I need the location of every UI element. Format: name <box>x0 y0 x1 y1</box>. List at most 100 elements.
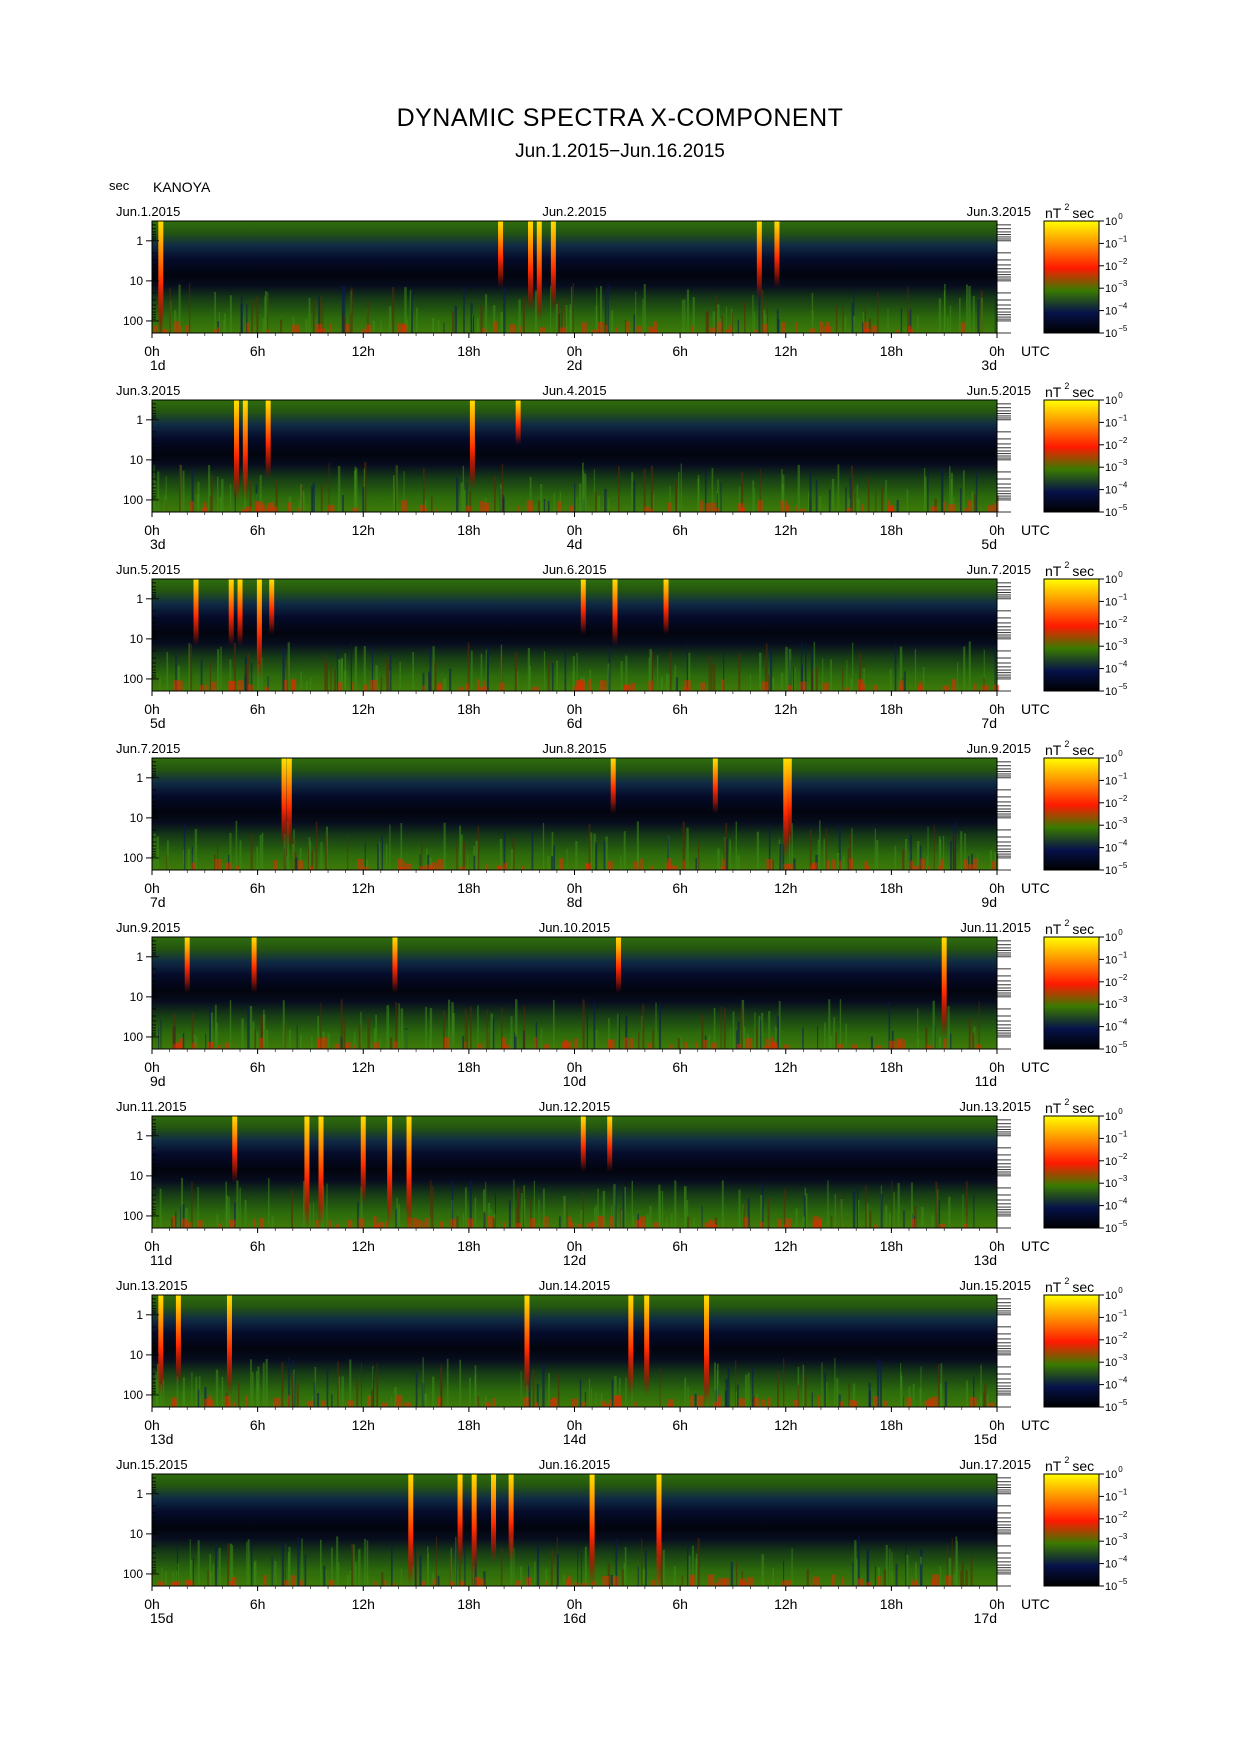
long-period-power <box>529 1218 536 1228</box>
colorbar-unit: nT 2 sec <box>1045 1455 1094 1474</box>
spectral-texture <box>834 1193 836 1228</box>
spectral-texture <box>727 1367 730 1407</box>
spectral-texture <box>723 1008 726 1049</box>
spectral-texture <box>667 836 669 870</box>
x-tick-label: 0h <box>989 1059 1005 1075</box>
long-period-power <box>153 325 159 333</box>
power-burst <box>457 1474 463 1564</box>
spectral-texture <box>310 850 314 870</box>
spectral-texture <box>970 1555 973 1586</box>
long-period-power <box>577 1223 582 1228</box>
spectral-texture <box>302 490 305 512</box>
long-period-power <box>422 1221 426 1228</box>
spectral-texture <box>500 312 504 333</box>
spectral-texture <box>940 1363 943 1407</box>
spectral-texture <box>983 677 985 691</box>
spectral-texture <box>931 1215 934 1228</box>
spectral-texture <box>337 1361 339 1407</box>
spectral-texture <box>696 1553 698 1586</box>
long-period-power <box>926 1045 933 1049</box>
spectral-texture <box>687 1386 689 1407</box>
day-label: 5d <box>981 536 997 552</box>
spectral-texture <box>326 1366 329 1407</box>
spectral-texture <box>155 1372 157 1407</box>
spectral-texture <box>556 1553 559 1586</box>
spectral-texture <box>430 1180 432 1228</box>
long-period-power <box>571 1398 578 1407</box>
long-period-power <box>329 323 332 333</box>
long-period-power <box>708 1219 711 1228</box>
long-period-power <box>241 508 248 512</box>
spectral-texture <box>856 484 858 512</box>
spectral-texture <box>883 1569 887 1586</box>
spectral-texture <box>572 671 575 691</box>
spectral-texture <box>989 850 993 870</box>
spectral-texture <box>688 1555 691 1586</box>
long-period-power <box>161 1582 165 1586</box>
spectral-texture <box>909 308 912 333</box>
long-period-power <box>909 329 914 333</box>
long-period-power <box>883 1400 887 1407</box>
long-period-power <box>943 501 946 512</box>
spectral-texture <box>250 833 253 870</box>
day-label: 7d <box>150 894 166 910</box>
spectral-texture <box>737 1021 740 1049</box>
long-period-power <box>754 1397 759 1407</box>
day-label: 12d <box>563 1252 586 1268</box>
spectral-texture <box>751 1367 754 1407</box>
spectral-texture <box>455 1536 457 1586</box>
spectral-texture <box>684 1186 687 1228</box>
colorbar-tick-label: 10−2 <box>1105 973 1128 989</box>
long-period-power <box>516 1222 522 1228</box>
y-tick-label: 10 <box>130 1348 144 1362</box>
power-burst <box>237 579 243 647</box>
long-period-power <box>826 321 830 333</box>
x-tick-label: 12h <box>352 522 375 538</box>
spectral-texture <box>512 837 515 870</box>
spectral-texture <box>815 666 818 691</box>
day-label: 5d <box>150 715 166 731</box>
spectral-texture <box>847 848 850 870</box>
spectral-texture <box>723 839 725 870</box>
spectral-texture <box>747 1372 750 1407</box>
x-tick-label: 0h <box>144 1417 160 1433</box>
long-period-power <box>826 860 830 870</box>
spectral-texture <box>834 1358 836 1407</box>
spectral-texture <box>517 1187 520 1228</box>
spectral-texture <box>182 1391 185 1407</box>
long-period-power <box>761 681 769 691</box>
power-burst <box>158 221 164 333</box>
spectral-texture <box>180 1206 182 1228</box>
spectral-texture <box>692 1545 694 1586</box>
spectral-texture <box>686 1216 690 1228</box>
spectral-texture <box>862 667 866 691</box>
long-period-power <box>684 1042 688 1049</box>
colorbar-tick-label: 10−2 <box>1105 1152 1128 1168</box>
long-period-power <box>695 1041 698 1049</box>
day-label: 15d <box>974 1431 997 1447</box>
spectral-texture <box>887 308 889 333</box>
long-period-power <box>930 1400 934 1407</box>
spectral-texture <box>973 1194 975 1228</box>
long-period-power <box>235 865 240 870</box>
spectral-texture <box>558 1216 561 1228</box>
long-period-power <box>501 1037 507 1049</box>
long-period-power <box>849 1399 856 1407</box>
spectral-texture <box>469 1180 472 1228</box>
x-tick-label: 12h <box>774 1059 797 1075</box>
long-period-power <box>459 1580 465 1586</box>
power-burst <box>281 758 287 848</box>
spectral-texture <box>456 1216 459 1228</box>
long-period-power <box>216 327 220 333</box>
spectral-texture <box>156 1379 158 1407</box>
x-tick-label: 18h <box>880 1238 903 1254</box>
long-period-power <box>569 505 574 512</box>
spectral-texture <box>595 1205 598 1228</box>
long-period-power <box>932 1574 940 1586</box>
long-period-power <box>744 1217 749 1228</box>
spectral-texture <box>486 645 489 691</box>
long-period-power <box>337 682 343 691</box>
utc-label: UTC <box>1021 522 1050 538</box>
long-period-power <box>650 1579 655 1586</box>
